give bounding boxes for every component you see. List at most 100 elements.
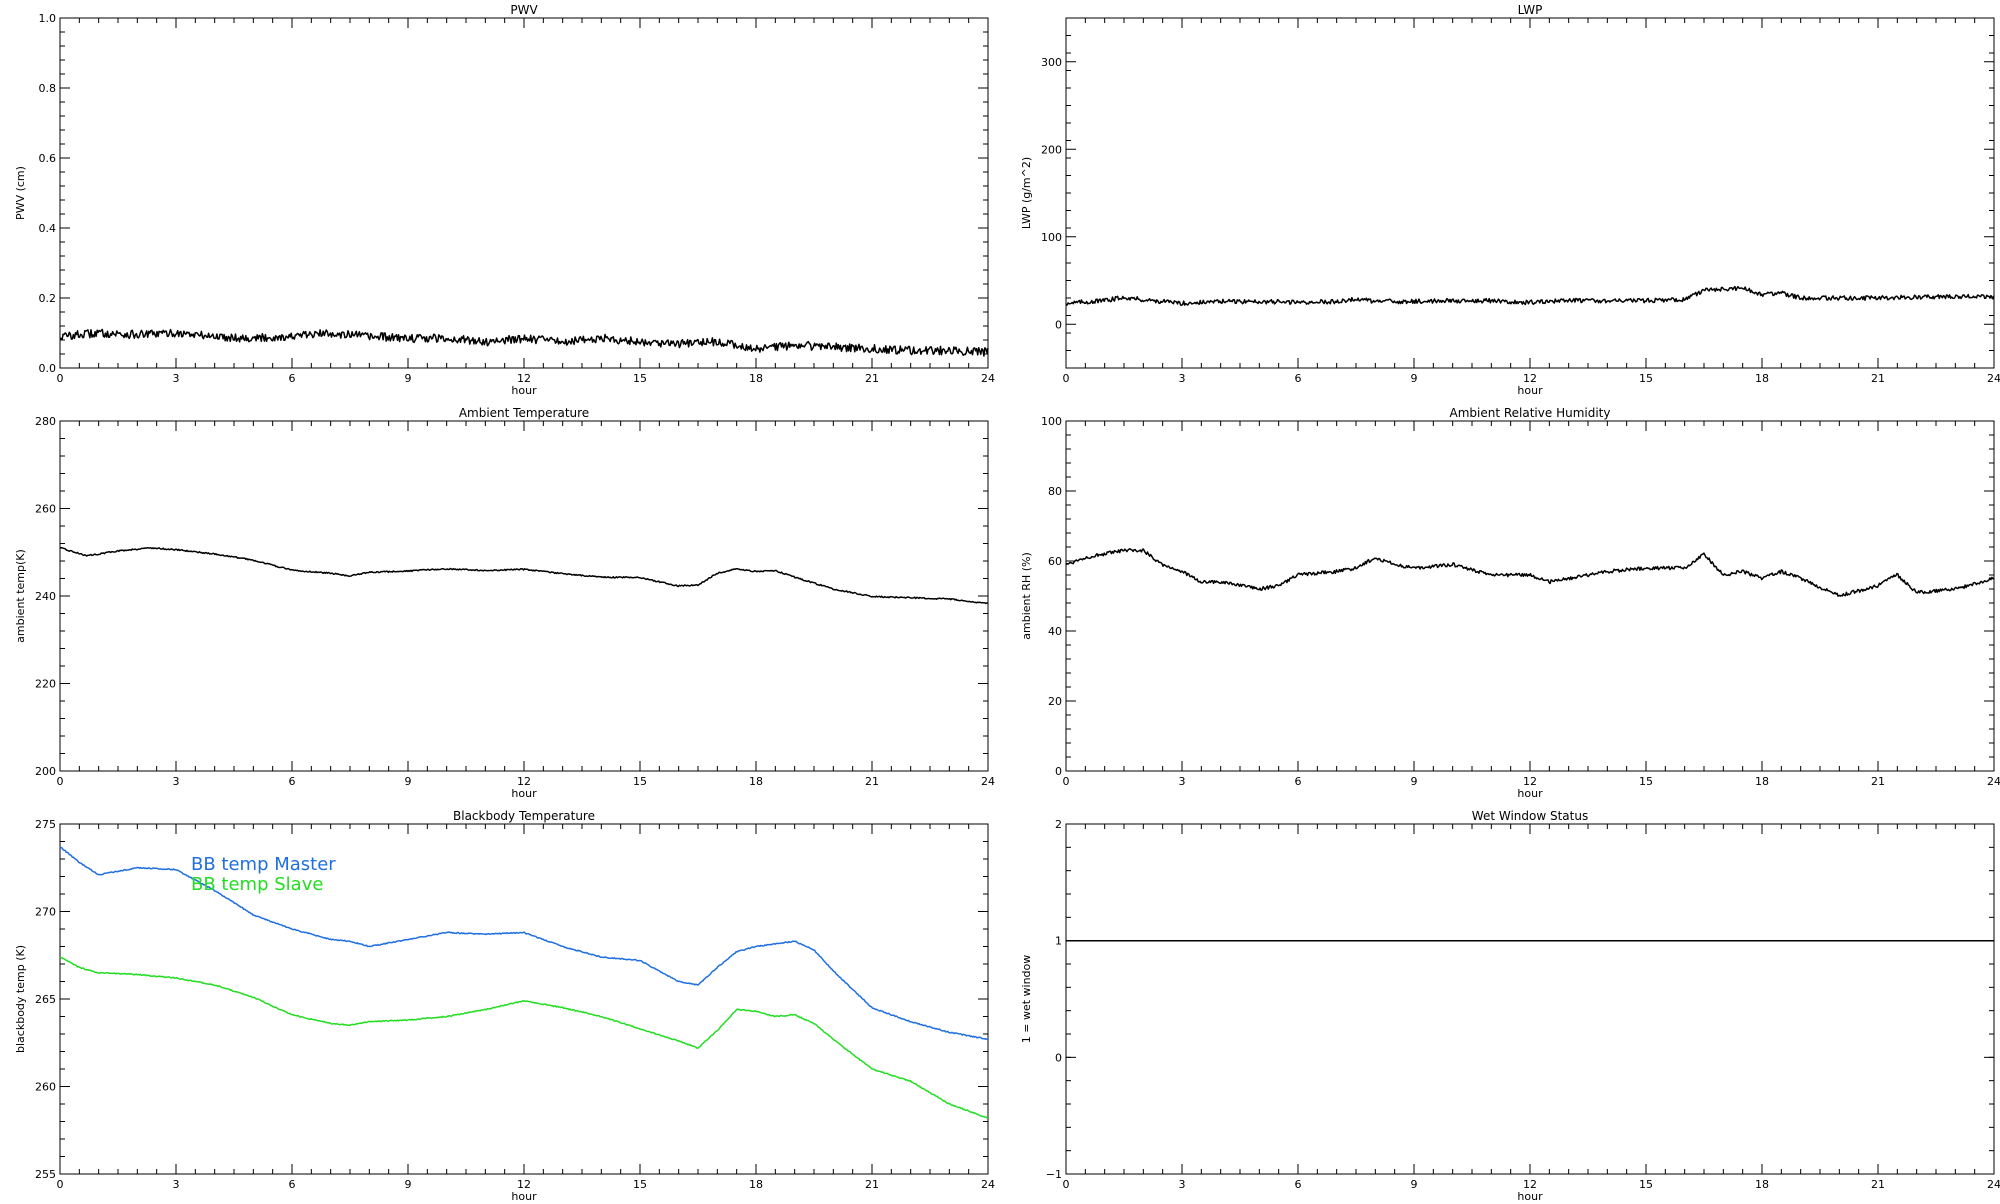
x-tick-label: 18	[749, 372, 763, 385]
x-tick-label: 0	[1063, 1178, 1070, 1191]
chart-title: LWP	[1518, 3, 1543, 17]
y-tick-label: 60	[1048, 555, 1062, 568]
x-tick-label: 21	[865, 1178, 879, 1191]
chart-panel-5: 0 3 6 9 12 15 18 21 24 255 260 265 270 275 Blackbody T…	[14, 809, 995, 1203]
x-tick-label: 15	[1639, 372, 1653, 385]
y-tick-label: 0	[1055, 318, 1062, 331]
x-tick-label: 15	[633, 775, 647, 788]
chart-title: PWV	[510, 3, 538, 17]
y-tick-label: 280	[35, 415, 56, 428]
legend-entry-1: BB temp Master	[191, 854, 336, 875]
chart-title: Blackbody Temperature	[453, 809, 595, 823]
x-axis-label: hour	[511, 1190, 537, 1200]
plot-frame	[1065, 420, 1995, 772]
y-tick-label: 260	[35, 503, 56, 516]
y-tick-label: 2	[1055, 818, 1062, 831]
series-line-2	[59, 956, 989, 1119]
plot-frame	[59, 420, 989, 772]
plot-frame	[1065, 823, 1995, 1175]
y-axis-label: ambient temp(K)	[14, 549, 27, 643]
x-tick-label: 9	[405, 1178, 412, 1191]
y-tick-label: 0.4	[39, 222, 57, 235]
y-tick-label: 0.8	[39, 82, 57, 95]
plot-frame	[59, 17, 989, 369]
series-line-1	[59, 328, 989, 357]
x-tick-label: 24	[981, 1178, 995, 1191]
x-tick-label: 24	[981, 372, 995, 385]
x-tick-label: 9	[1411, 372, 1418, 385]
x-tick-label: 6	[1295, 372, 1302, 385]
y-tick-label: 270	[35, 906, 56, 919]
x-tick-label: 12	[1523, 372, 1537, 385]
x-tick-label: 12	[517, 1178, 531, 1191]
x-tick-label: 15	[633, 1178, 647, 1191]
x-axis-label: hour	[1517, 1190, 1543, 1200]
y-tick-label: 200	[1041, 143, 1062, 156]
x-tick-label: 3	[1179, 775, 1186, 788]
x-tick-label: 6	[289, 775, 296, 788]
y-tick-label: 255	[35, 1168, 56, 1181]
x-tick-label: 21	[1871, 372, 1885, 385]
x-tick-label: 6	[289, 1178, 296, 1191]
x-tick-label: 9	[1411, 775, 1418, 788]
y-axis-label: LWP (g/m^2)	[1020, 157, 1033, 229]
x-tick-label: 3	[1179, 372, 1186, 385]
x-tick-label: 3	[1179, 1178, 1186, 1191]
y-tick-label: 220	[35, 678, 56, 691]
x-axis-label: hour	[511, 384, 537, 397]
y-tick-label: 40	[1048, 625, 1062, 638]
y-tick-label: 0	[1055, 1051, 1062, 1064]
y-tick-label: 0.6	[39, 152, 57, 165]
x-tick-label: 24	[981, 775, 995, 788]
x-tick-label: 9	[1411, 1178, 1418, 1191]
y-tick-label: 0	[1055, 765, 1062, 778]
y-axis-label: ambient RH (%)	[1020, 552, 1033, 640]
x-tick-label: 15	[1639, 1178, 1653, 1191]
x-tick-label: 12	[517, 775, 531, 788]
x-tick-label: 21	[1871, 775, 1885, 788]
x-tick-label: 18	[1755, 775, 1769, 788]
chart-panel-1: 0 3 6 9 12 15 18 21 24 0.0 0.2 0.4 0.6 0.8 1.0 PWV hour P…	[14, 3, 995, 397]
x-tick-label: 24	[1987, 1178, 2000, 1191]
series-line-1	[59, 846, 988, 1041]
series-line-1	[1065, 548, 1995, 597]
x-tick-label: 3	[173, 775, 180, 788]
x-tick-label: 18	[749, 1178, 763, 1191]
x-tick-label: 9	[405, 372, 412, 385]
legend-entry-2: BB temp Slave	[191, 874, 323, 895]
x-tick-label: 9	[405, 775, 412, 788]
y-tick-label: 0.2	[39, 292, 57, 305]
x-tick-label: 12	[517, 372, 531, 385]
y-tick-label: 200	[35, 765, 56, 778]
x-axis-label: hour	[511, 787, 537, 800]
y-tick-label: 80	[1048, 485, 1062, 498]
x-axis-label: hour	[1517, 384, 1543, 397]
y-tick-label: 240	[35, 590, 56, 603]
y-tick-label: 1	[1055, 935, 1062, 948]
x-tick-label: 15	[1639, 775, 1653, 788]
y-tick-label: 100	[1041, 231, 1062, 244]
chart-title: Ambient Temperature	[459, 406, 589, 420]
x-tick-label: 0	[57, 1178, 64, 1191]
x-tick-label: 3	[173, 372, 180, 385]
y-tick-label: −1	[1046, 1168, 1062, 1181]
x-tick-label: 0	[57, 372, 64, 385]
x-tick-label: 0	[1063, 775, 1070, 788]
y-axis-label: blackbody temp (K)	[14, 945, 27, 1053]
y-tick-label: 0.0	[39, 362, 57, 375]
x-tick-label: 15	[633, 372, 647, 385]
y-axis-label: PWV (cm)	[14, 166, 27, 220]
x-tick-label: 21	[1871, 1178, 1885, 1191]
chart-title: Wet Window Status	[1472, 809, 1588, 823]
y-tick-label: 100	[1041, 415, 1062, 428]
x-tick-label: 18	[749, 775, 763, 788]
x-axis-label: hour	[1517, 787, 1543, 800]
chart-panel-2: 0 3 6 9 12 15 18 21 24 0 100 200 300 LWP hour LWP (g/m^…	[1020, 3, 2000, 397]
chart-panel-4: 0 3 6 9 12 15 18 21 24 0 20 40 60 80 100 Ambient Relati…	[1020, 406, 2000, 800]
series-line-1	[59, 546, 989, 605]
x-tick-label: 12	[1523, 775, 1537, 788]
y-tick-label: 260	[35, 1081, 56, 1094]
y-tick-label: 300	[1041, 56, 1062, 69]
